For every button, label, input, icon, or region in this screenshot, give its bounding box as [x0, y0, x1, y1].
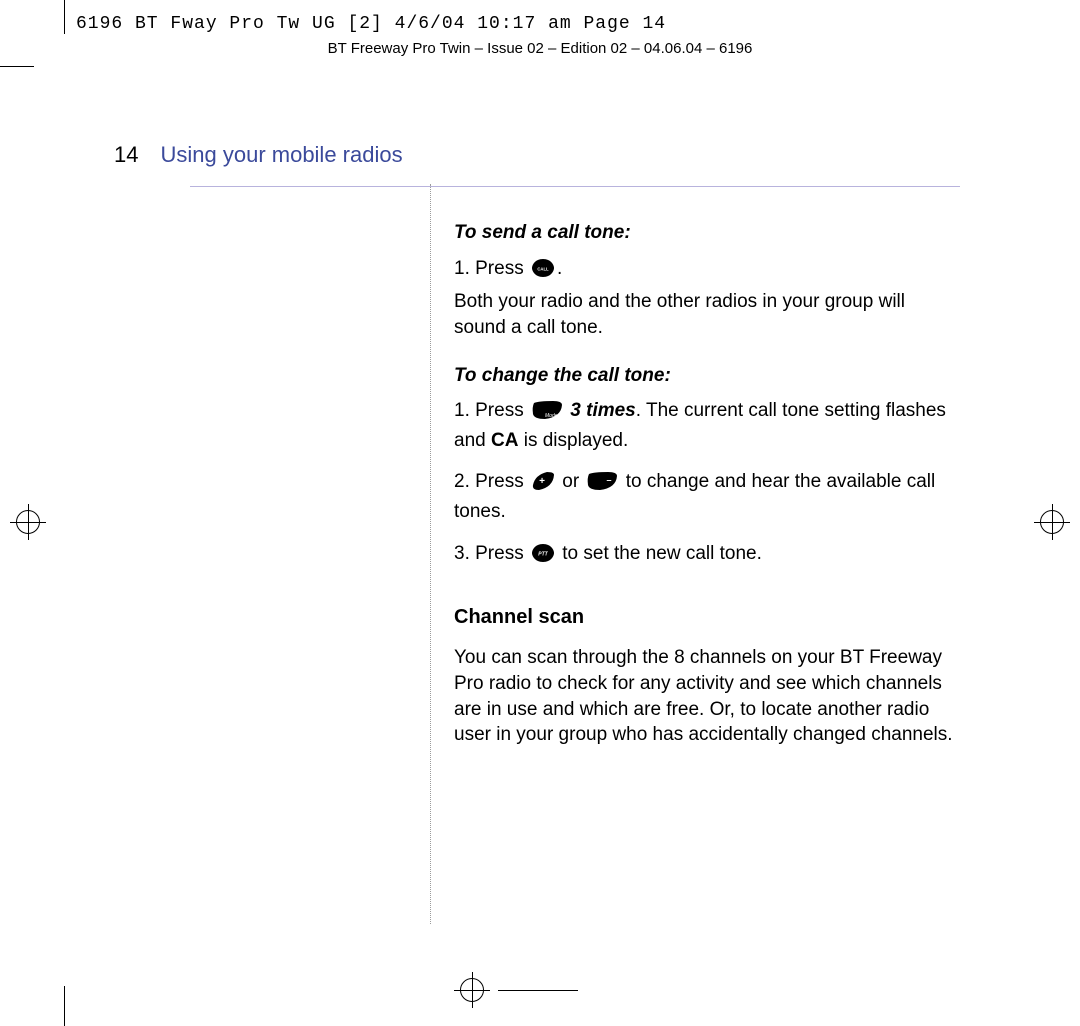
list-item: 2. Press + or – to change and hear the a… [454, 469, 960, 524]
minus-button-icon: – [586, 471, 618, 499]
heading-rule [76, 186, 1034, 187]
step-text: 1. Press [454, 400, 529, 421]
crop-mark [64, 986, 65, 1026]
steps-change-call-tone: 1. Press Mode 3 times. The current call … [454, 398, 960, 570]
step-text: or [562, 471, 584, 492]
ptt-button-icon: PTT [531, 543, 555, 571]
step-text: 2. Press [454, 471, 529, 492]
step-text: . [557, 258, 562, 279]
channel-scan-paragraph: You can scan through the 8 channels on y… [454, 645, 960, 748]
ca-label: CA [491, 430, 518, 451]
svg-text:–: – [607, 475, 612, 485]
step-desc: Both your radio and the other radios in … [454, 289, 960, 340]
list-item: 1. Press Mode 3 times. The current call … [454, 398, 960, 453]
crop-mark [0, 66, 34, 67]
content-area: 14 Using your mobile radios [76, 70, 1034, 187]
subhead-change-call-tone: To change the call tone: [454, 363, 960, 389]
section-title: Using your mobile radios [160, 142, 402, 168]
mode-button-icon: Mode [531, 400, 563, 428]
registration-mark-bottom [454, 972, 490, 1008]
step-text: to set the new call tone. [562, 543, 762, 564]
subhead-send-call-tone: To send a call tone: [454, 220, 960, 246]
svg-text:+: + [539, 476, 545, 487]
steps-send-call-tone: 1. Press CALL . Both your radio and the … [454, 256, 960, 341]
crop-mark [64, 0, 65, 34]
call-button-icon: CALL [531, 258, 555, 286]
crop-mark [498, 990, 578, 991]
doc-header: BT Freeway Pro Twin – Issue 02 – Edition… [0, 40, 1080, 57]
page-number: 14 [114, 142, 138, 168]
step-text: is displayed. [518, 430, 628, 451]
page-root: 6196 BT Fway Pro Tw UG [2] 4/6/04 10:17 … [0, 0, 1080, 1026]
step-text: 1. Press [454, 258, 529, 279]
svg-text:Mode: Mode [545, 413, 558, 419]
plus-button-icon: + [531, 471, 555, 499]
svg-text:CALL: CALL [537, 266, 549, 271]
step-text-bold: 3 times [570, 400, 635, 421]
svg-text:PTT: PTT [538, 551, 548, 557]
step-text: 3. Press [454, 543, 529, 564]
list-item: 3. Press PTT to set the new call tone. [454, 541, 960, 571]
column-separator [430, 184, 431, 924]
body-column: To send a call tone: 1. Press CALL . Bot… [454, 220, 960, 748]
page-heading: 14 Using your mobile radios [114, 142, 1034, 168]
subhead-channel-scan: Channel scan [454, 604, 960, 631]
list-item: 1. Press CALL . Both your radio and the … [454, 256, 960, 341]
registration-mark-right [1034, 504, 1070, 540]
print-slug: 6196 BT Fway Pro Tw UG [2] 4/6/04 10:17 … [76, 14, 666, 34]
registration-mark-left [10, 504, 46, 540]
